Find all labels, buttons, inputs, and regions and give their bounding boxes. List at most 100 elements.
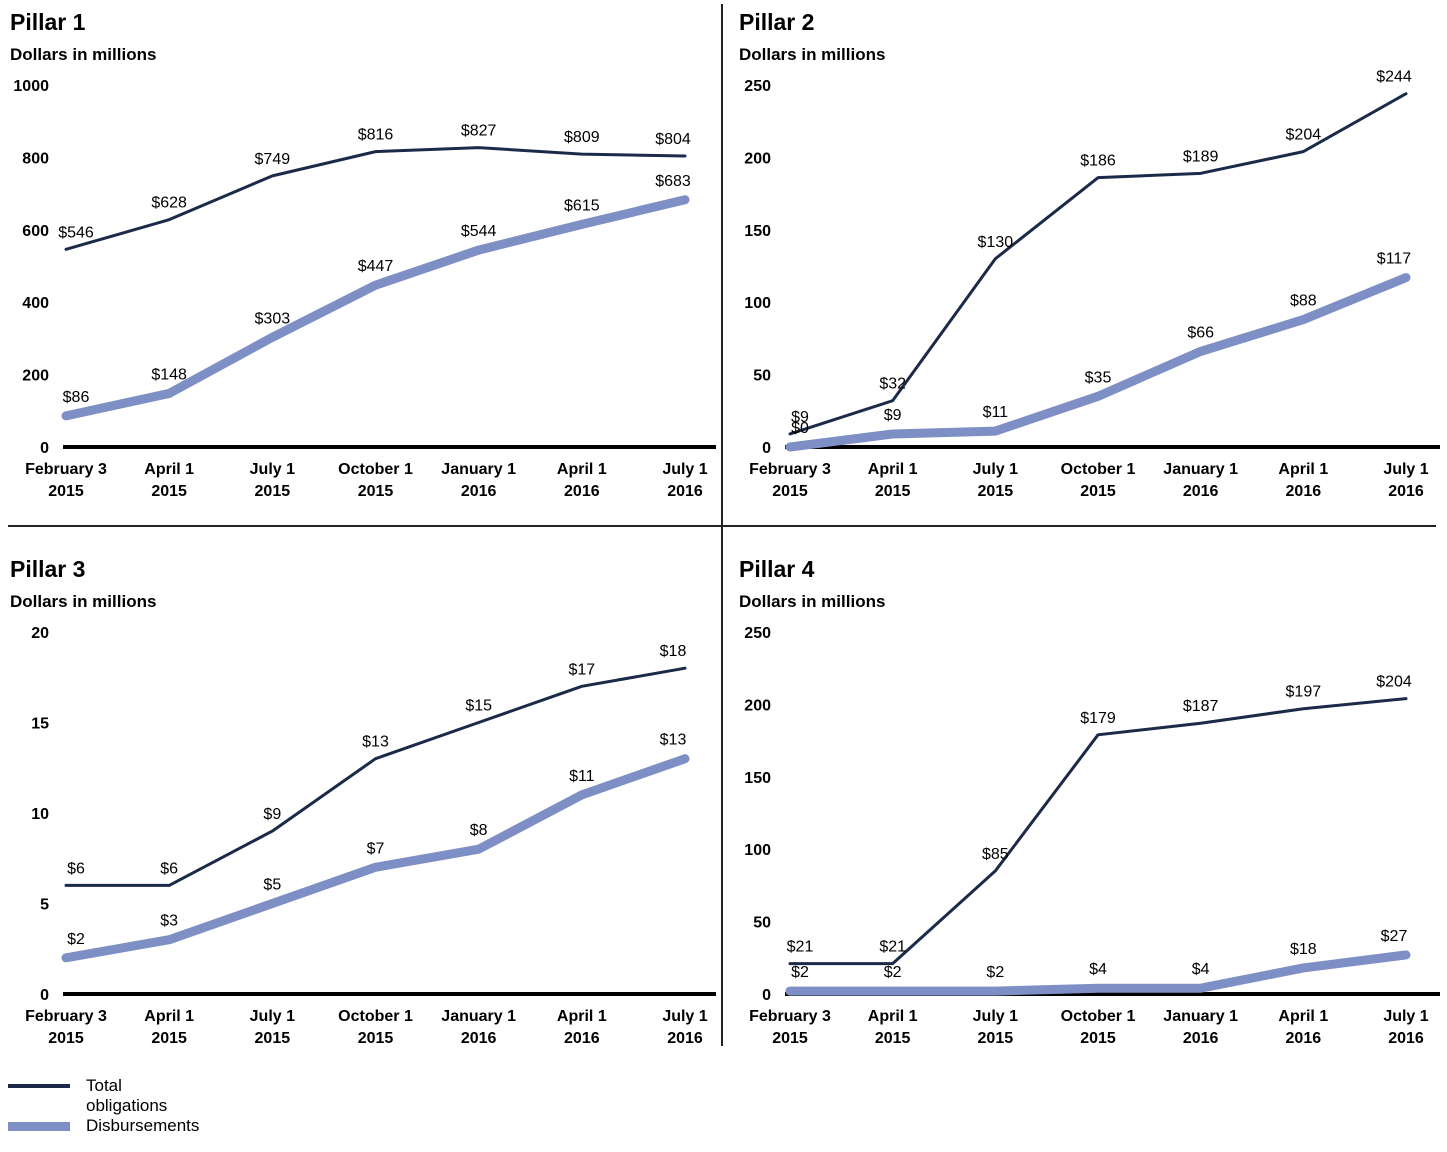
pillar-1-xtick: October 1 xyxy=(338,461,413,478)
pillar-3-xtick: January 1 xyxy=(441,1008,516,1025)
pillar-3-disbursements-label: $5 xyxy=(263,877,281,894)
pillar-4-obligations-line xyxy=(788,697,1408,966)
pillar-4-obligations-label: $204 xyxy=(1376,674,1412,691)
pillar-1-xtick-year: 2016 xyxy=(564,483,600,500)
pillar-1-obligations-label: $628 xyxy=(151,195,187,212)
pillar-2-obligations-label: $32 xyxy=(879,376,906,393)
pillar-3-disbursements-label: $8 xyxy=(470,822,488,839)
legend-label-disbursements: Disbursements xyxy=(86,1116,200,1135)
pillar-2-obligations-label: $244 xyxy=(1376,69,1412,86)
pillar-4-disbursements-label: $2 xyxy=(884,964,902,981)
pillar-2-xtick: July 1 xyxy=(973,461,1018,478)
pillar-4-xtick-year: 2016 xyxy=(1388,1030,1424,1047)
pillar-3-xtick-year: 2016 xyxy=(461,1030,497,1047)
pillar-1-disbursements-label: $683 xyxy=(655,173,691,190)
pillar-2-title: Pillar 2 xyxy=(739,9,814,35)
pillar-2-disbursements-label: $88 xyxy=(1290,293,1317,310)
pillar-4-ytick: 50 xyxy=(753,915,771,932)
pillar-1-xtick: July 1 xyxy=(250,461,295,478)
pillar-4-disbursements-label: $27 xyxy=(1381,928,1408,945)
pillar-3-xtick-year: 2015 xyxy=(255,1030,291,1047)
pillar-2-xtick-year: 2016 xyxy=(1183,483,1219,500)
pillar-1-disbursements-label: $303 xyxy=(255,310,291,327)
pillar-4-disbursements-label: $2 xyxy=(986,964,1004,981)
pillar-4-xtick: October 1 xyxy=(1061,1008,1136,1025)
pillar-2-disbursements-line xyxy=(785,273,1411,452)
pillar-4-obligations-label: $197 xyxy=(1286,684,1322,701)
pillar-1-ylabel: Dollars in millions xyxy=(10,45,156,64)
pillar-1-ytick: 800 xyxy=(22,150,49,167)
pillar-4-ytick: 0 xyxy=(762,987,771,1004)
pillar-1-xtick-year: 2015 xyxy=(255,483,291,500)
pillar-2-ytick: 250 xyxy=(744,78,771,95)
pillar-1-xtick-year: 2016 xyxy=(461,483,497,500)
pillar-3-disbursements-label: $3 xyxy=(160,913,178,930)
pillar-2-xtick-year: 2016 xyxy=(1286,483,1322,500)
pillar-2-xtick: February 3 xyxy=(749,461,831,478)
pillar-4-ylabel: Dollars in millions xyxy=(739,592,885,611)
pillar-2-xtick: January 1 xyxy=(1163,461,1238,478)
pillar-2-xtick: April 1 xyxy=(868,461,918,478)
pillar-1-xtick: February 3 xyxy=(25,461,107,478)
pillar-1-disbursements-label: $148 xyxy=(151,366,187,383)
pillar-1-disbursements-label: $86 xyxy=(63,389,90,406)
pillar-3-xtick: October 1 xyxy=(338,1008,413,1025)
pillar-4-obligations-label: $21 xyxy=(787,939,814,956)
pillar-1-ytick: 0 xyxy=(40,440,49,457)
pillar-1-obligations-label: $749 xyxy=(255,151,291,168)
pillar-1-xtick-year: 2015 xyxy=(151,483,187,500)
pillar-4-ytick: 250 xyxy=(744,625,771,642)
pillar-1-xtick: January 1 xyxy=(441,461,516,478)
pillar-3-xtick: July 1 xyxy=(250,1008,295,1025)
pillar-2-disbursements-label: $66 xyxy=(1187,324,1214,341)
pillar-4-ytick: 150 xyxy=(744,770,771,787)
pillar-2-disbursements-label: $0 xyxy=(791,420,809,437)
pillar-2-disbursements-label: $35 xyxy=(1085,369,1112,386)
pillar-1-xtick-year: 2016 xyxy=(667,483,703,500)
legend-swatch-disbursements xyxy=(8,1122,70,1131)
pillar-3-disbursements-label: $2 xyxy=(67,931,85,948)
pillar-3-disbursements-label: $7 xyxy=(367,840,385,857)
pillar-3-xtick: February 3 xyxy=(25,1008,107,1025)
pillar-4-xtick: February 3 xyxy=(749,1008,831,1025)
pillar-3-xtick: April 1 xyxy=(144,1008,194,1025)
pillar-1-disbursements-line xyxy=(61,195,690,421)
pillar-1-obligations-label: $827 xyxy=(461,123,497,140)
pillar-3-obligations-line xyxy=(64,666,687,887)
pillar-4-disbursements-label: $18 xyxy=(1290,941,1317,958)
pillar-4-title: Pillar 4 xyxy=(739,556,815,582)
pillar-4-xtick: January 1 xyxy=(1163,1008,1238,1025)
pillar-2-xtick-year: 2015 xyxy=(978,483,1014,500)
pillar-2-xtick: April 1 xyxy=(1278,461,1328,478)
legend-label-obligations: Total obligations xyxy=(86,1076,168,1115)
pillar-1-obligations-label: $546 xyxy=(58,224,94,241)
pillar-2-obligations-label: $130 xyxy=(978,234,1014,251)
pillar-2-disbursements-label: $11 xyxy=(983,404,1009,421)
pillar-3-ytick: 5 xyxy=(40,897,49,914)
pillar-4-disbursements-label: $4 xyxy=(1089,961,1107,978)
pillar-1-xtick-year: 2015 xyxy=(48,483,84,500)
pillar-3-obligations-label: $6 xyxy=(160,860,178,877)
pillar-1-disbursements-label: $447 xyxy=(358,258,394,275)
pillar-3-xtick-year: 2015 xyxy=(151,1030,187,1047)
pillar-4-disbursements-label: $2 xyxy=(791,964,809,981)
pillar-2-xtick: July 1 xyxy=(1383,461,1428,478)
pillar-4-xtick-year: 2015 xyxy=(875,1030,911,1047)
pillar-3-ylabel: Dollars in millions xyxy=(10,592,156,611)
pillar-4-xtick-year: 2015 xyxy=(772,1030,808,1047)
pillar-3-xtick: July 1 xyxy=(662,1008,707,1025)
pillar-4-xtick: July 1 xyxy=(973,1008,1018,1025)
pillar-2-disbursements-label: $117 xyxy=(1377,251,1412,268)
pillar-3-obligations-label: $6 xyxy=(67,860,85,877)
pillar-2-disbursements-label: $9 xyxy=(884,407,902,424)
pillar-1-obligations-label: $804 xyxy=(655,131,691,148)
pillar-1-obligations-label: $816 xyxy=(358,127,394,144)
pillar-3-disbursements-label: $11 xyxy=(569,768,595,785)
pillar-3-disbursements-line xyxy=(61,754,690,963)
pillar-1-xtick: July 1 xyxy=(662,461,707,478)
pillar-3-xtick-year: 2016 xyxy=(564,1030,600,1047)
pillar-3-ytick: 10 xyxy=(31,806,49,823)
pillar-3-obligations-label: $17 xyxy=(568,661,595,678)
pillar-1-obligations-line xyxy=(64,146,687,251)
